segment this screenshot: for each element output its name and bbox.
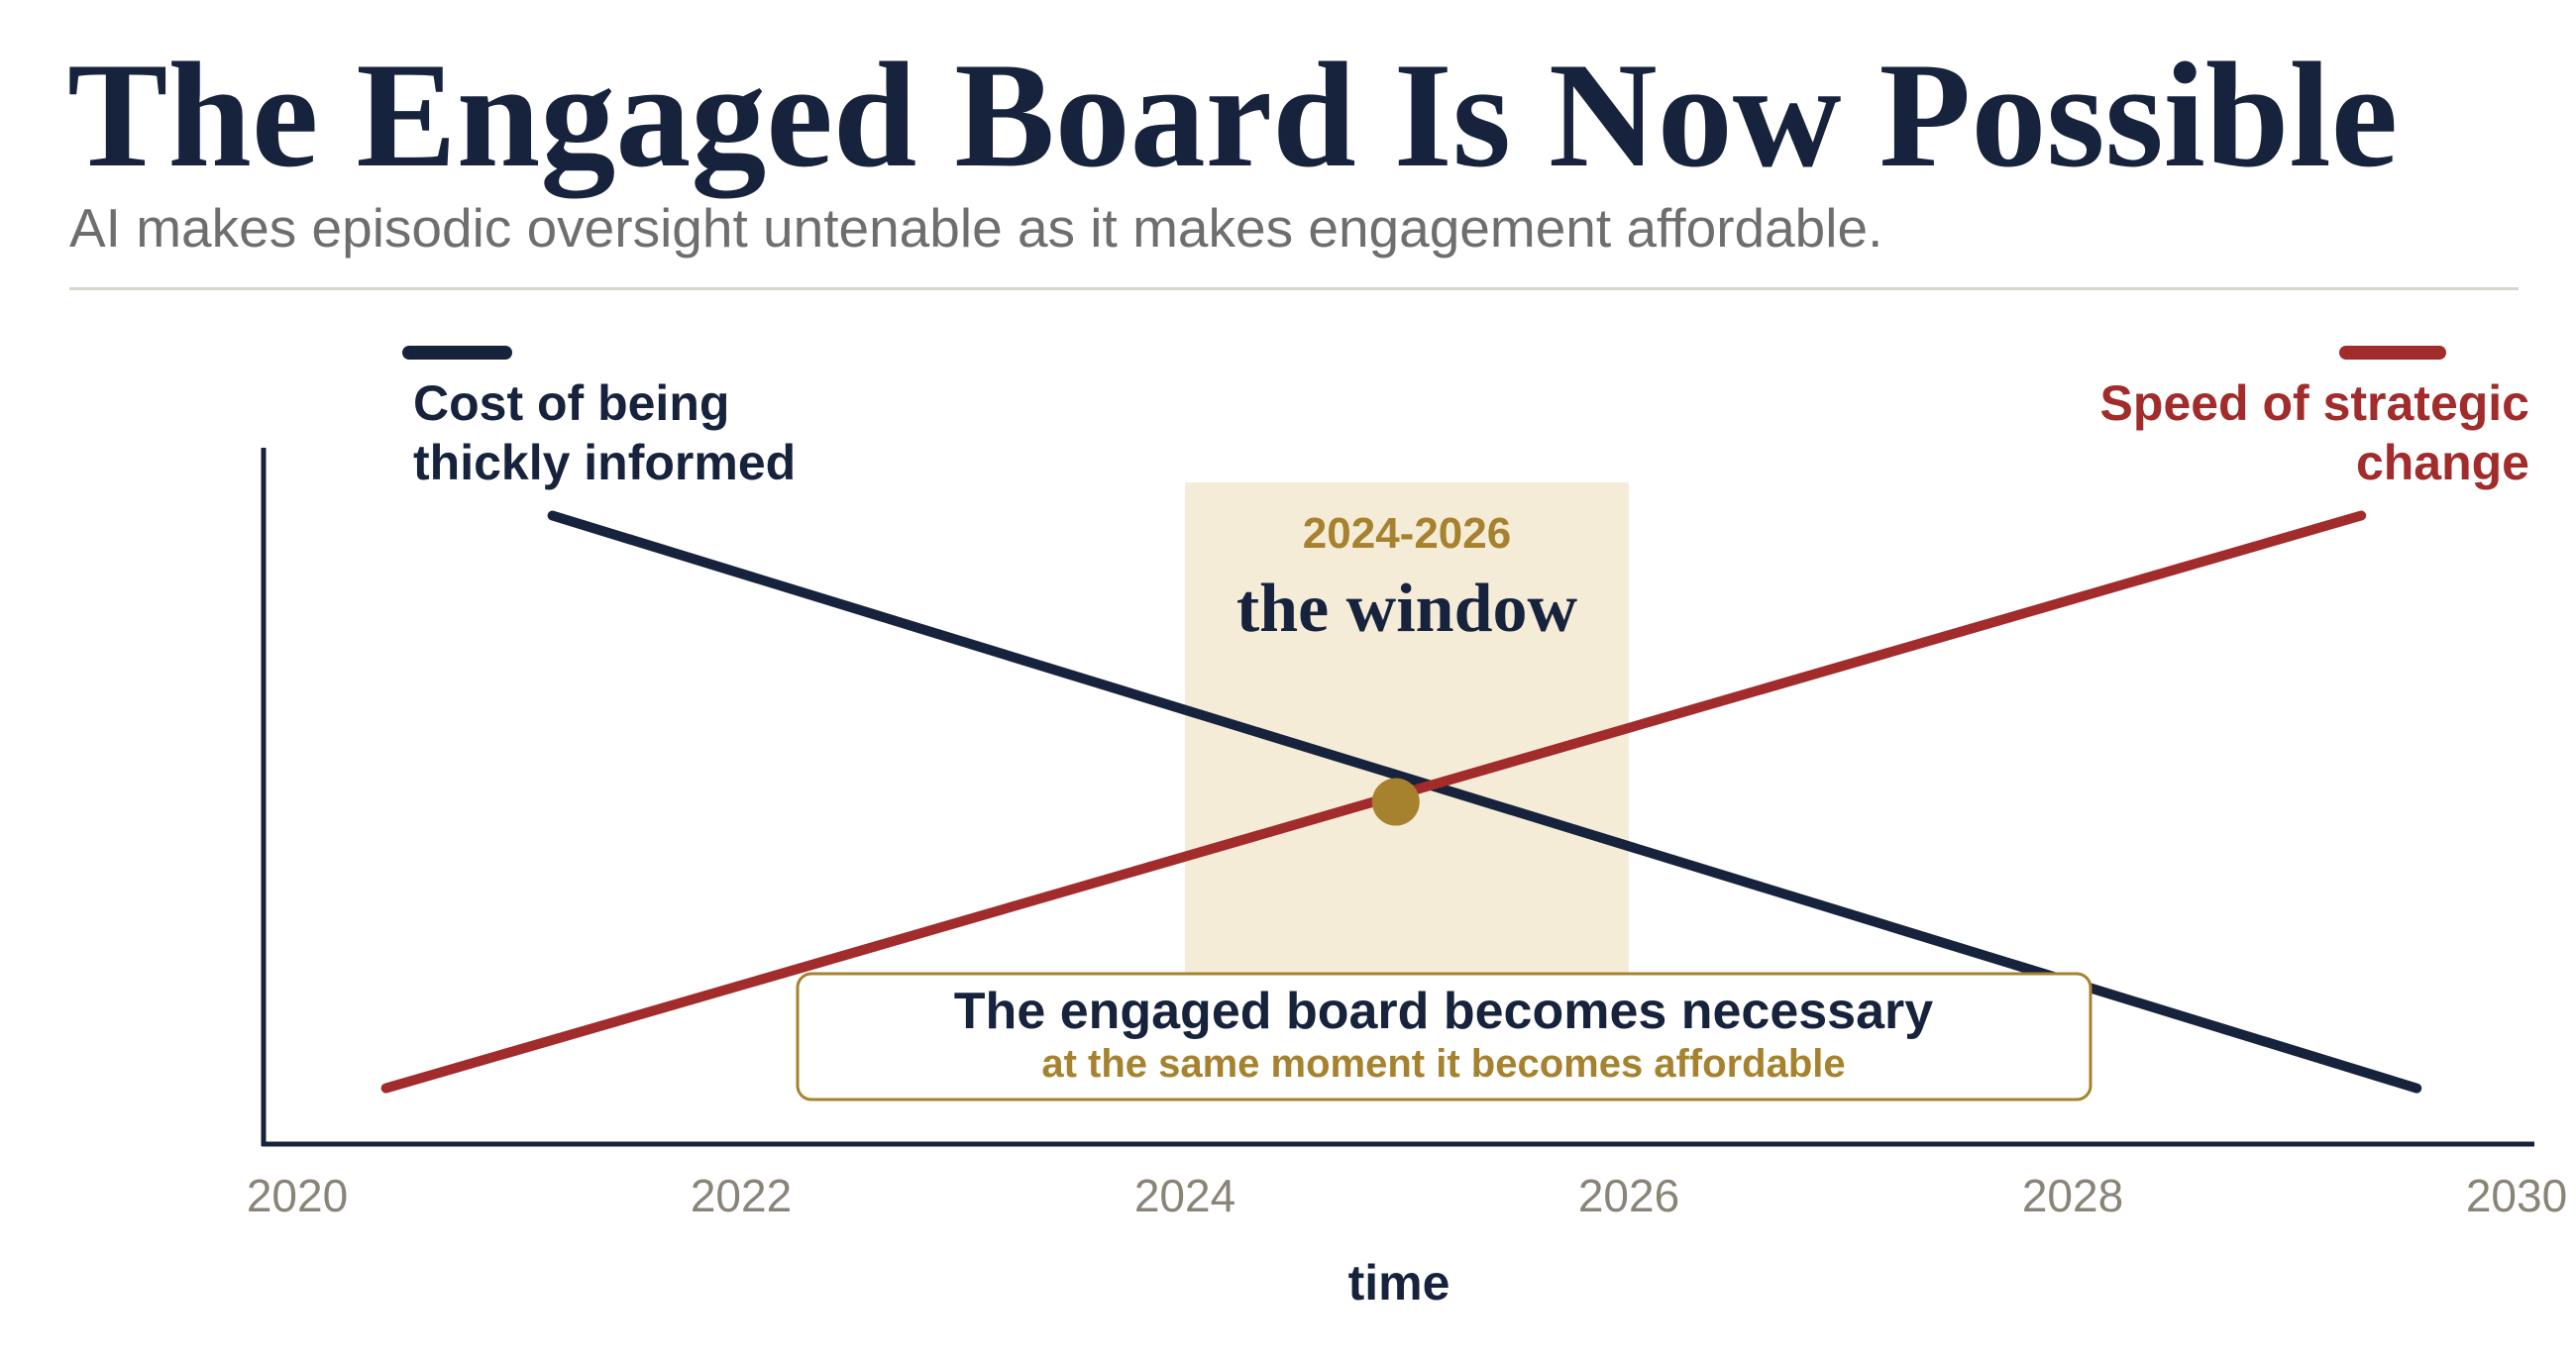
page-subtitle: AI makes episodic oversight untenable as…: [69, 197, 1883, 259]
window-label: the window: [1236, 571, 1578, 647]
window-year-label: 2024-2026: [1303, 509, 1511, 558]
x-tick-label: 2024: [1134, 1170, 1235, 1221]
callout-title: The engaged board becomes necessary: [954, 983, 1933, 1040]
legend-label-speed: change: [2356, 435, 2529, 490]
x-tick-label: 2026: [1578, 1170, 1679, 1221]
x-axis-label: time: [1348, 1255, 1450, 1311]
legend-label-speed: Speed of strategic: [2100, 375, 2529, 431]
legend-label-cost: Cost of being: [413, 375, 729, 431]
callout-subtitle: at the same moment it becomes affordable: [1041, 1042, 1845, 1086]
series-line-cost: [547, 510, 2422, 1094]
x-tick-label: 2030: [2466, 1170, 2567, 1221]
page-title: The Engaged Board Is Now Possible: [67, 32, 2399, 198]
legend-label-cost: thickly informed: [413, 435, 796, 490]
crossing-point-marker: [1371, 778, 1420, 826]
callout-box: [796, 972, 2093, 1101]
x-tick-label: 2020: [247, 1170, 348, 1221]
x-tick-label: 2022: [691, 1170, 792, 1221]
x-tick-labels: 2020 2022 2024 2026 2028 2030: [247, 1170, 2567, 1221]
title-divider: [69, 287, 2519, 290]
x-tick-label: 2028: [2022, 1170, 2123, 1221]
